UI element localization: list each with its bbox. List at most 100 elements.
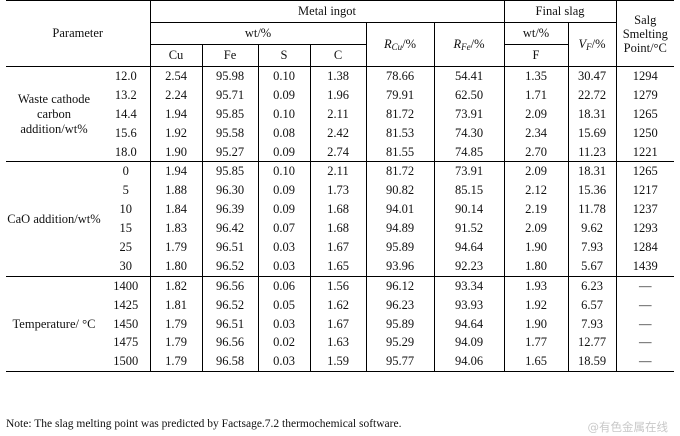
row-parameter-value: 5 bbox=[122, 183, 129, 198]
cell-melting-point: — bbox=[615, 275, 675, 296]
v-unit: /% bbox=[591, 37, 606, 51]
table-row: 10 1.84 96.39 0.09 1.68 94.01 90.14 2.19 11.78 12… bbox=[6, 200, 675, 220]
cell-v-f: 11.78 bbox=[567, 200, 617, 220]
cell-s: 0.03 bbox=[257, 314, 311, 334]
cell-cu: 1.88 bbox=[149, 181, 203, 201]
cell-fe: 95.27 bbox=[201, 142, 259, 162]
cell-v-f: 18.31 bbox=[567, 104, 617, 124]
table-row: 1450 1.79 96.51 0.03 1.67 95.89 94.64 1.90 7.93— bbox=[6, 314, 675, 334]
cell-s: 0.09 bbox=[257, 142, 311, 162]
cell-c: 2.11 bbox=[309, 104, 367, 124]
cell-r-fe: 93.93 bbox=[433, 295, 505, 315]
cell-r-cu: 81.53 bbox=[365, 123, 435, 143]
row-parameter-value: 18.0 bbox=[114, 144, 137, 159]
cell-c: 1.96 bbox=[309, 85, 367, 105]
cell-v-f: 15.36 bbox=[567, 181, 617, 201]
cell-f: 2.34 bbox=[503, 123, 569, 143]
group-label: Temperature/ °C bbox=[6, 275, 102, 373]
table-note: Note: The slag melting point was predict… bbox=[6, 418, 402, 430]
cell-r-cu: 90.82 bbox=[365, 181, 435, 201]
cell-r-cu: 81.72 bbox=[365, 104, 435, 124]
cell-f: 2.12 bbox=[503, 181, 569, 201]
header-col-f: F bbox=[503, 44, 569, 67]
row-parameter-value: 15 bbox=[119, 221, 133, 236]
cell-fe: 96.30 bbox=[201, 181, 259, 201]
table-row: Temperature/ °C 1400 1.82 96.56 0.06 1.56 96.1… bbox=[6, 275, 675, 373]
cell-c: 1.67 bbox=[309, 314, 367, 334]
header-col-fe: Fe bbox=[201, 44, 259, 67]
table-row: 5 1.88 96.30 0.09 1.73 90.82 85.15 2.12 15.36 121… bbox=[6, 181, 675, 201]
row-parameter-value: 25 bbox=[119, 239, 133, 254]
cell-r-cu: 95.77 bbox=[365, 352, 435, 373]
cell-s: 0.06 bbox=[257, 275, 311, 296]
row-parameter-value: 14.4 bbox=[114, 106, 137, 121]
header-metal-ingot: Metal ingot bbox=[149, 0, 505, 23]
row-parameter-value: 1425 bbox=[113, 297, 139, 312]
row-parameter-value: 10 bbox=[119, 202, 133, 217]
table-row: 30 1.80 96.52 0.03 1.65 93.96 92.23 1.80 5.67 143… bbox=[6, 256, 675, 277]
cell-cu: 1.84 bbox=[149, 200, 203, 220]
cell-s: 0.02 bbox=[257, 333, 311, 353]
cell-melting-point: — bbox=[615, 314, 675, 334]
r-cu-sub: Cu bbox=[391, 42, 403, 52]
cell-s: 0.07 bbox=[257, 219, 311, 239]
cell-c: 1.73 bbox=[309, 181, 367, 201]
table-row: 1475 1.79 96.56 0.02 1.63 95.29 94.09 1.77 12.77… bbox=[6, 333, 675, 353]
cell-s: 0.03 bbox=[257, 256, 311, 277]
cell-cu: 1.79 bbox=[149, 238, 203, 257]
cell-f: 1.90 bbox=[503, 238, 569, 257]
cell-r-cu: 93.96 bbox=[365, 256, 435, 277]
cell-v-f: 6.23 bbox=[567, 275, 617, 296]
results-table-container: Parameter Metal ingot Final slag Salg Sm… bbox=[6, 0, 675, 373]
cell-c: 2.42 bbox=[309, 123, 367, 143]
cell-melting-point: 1265 bbox=[615, 104, 675, 124]
cell-r-fe: 74.30 bbox=[433, 123, 505, 143]
cell-f: 1.80 bbox=[503, 256, 569, 277]
row-parameter-value: 1500 bbox=[102, 352, 151, 373]
cell-r-cu: 95.89 bbox=[365, 238, 435, 257]
cell-cu: 1.81 bbox=[149, 295, 203, 315]
cell-v-f: 6.57 bbox=[567, 295, 617, 315]
header-col-cu: Cu bbox=[149, 44, 203, 67]
cell-s: 0.10 bbox=[257, 161, 311, 182]
cell-v-f: 7.93 bbox=[567, 238, 617, 257]
row-parameter-value: 1475 bbox=[113, 335, 139, 350]
row-parameter-value: 12.0 bbox=[102, 65, 151, 86]
cell-melting-point: 1279 bbox=[615, 85, 675, 105]
cell-s: 0.08 bbox=[257, 123, 311, 143]
cell-v-f: 7.93 bbox=[567, 314, 617, 334]
group-label: CaO addition/wt% bbox=[6, 161, 102, 277]
cell-r-fe: 92.23 bbox=[433, 256, 505, 277]
header-v-f: VF/% bbox=[567, 22, 617, 67]
cell-c: 2.74 bbox=[309, 142, 367, 162]
cell-r-fe: 94.06 bbox=[433, 352, 505, 373]
cell-melting-point: 1439 bbox=[615, 256, 675, 277]
cell-c: 1.68 bbox=[309, 200, 367, 220]
cell-fe: 96.52 bbox=[201, 295, 259, 315]
cell-v-f: 18.31 bbox=[567, 161, 617, 182]
cell-fe: 95.85 bbox=[201, 161, 259, 182]
cell-f: 1.35 bbox=[503, 65, 569, 86]
row-parameter-value: 0 bbox=[102, 161, 151, 182]
results-table-body: Waste cathode carbon addition/wt% 12.0 2.5… bbox=[6, 65, 675, 373]
cell-fe: 95.85 bbox=[201, 104, 259, 124]
cell-c: 1.59 bbox=[309, 352, 367, 373]
r-cu-symbol: R bbox=[383, 37, 392, 51]
cell-cu: 1.79 bbox=[149, 352, 203, 373]
header-r-fe: RFe/% bbox=[433, 22, 505, 67]
results-table: Parameter Metal ingot Final slag Salg Sm… bbox=[6, 0, 675, 373]
cell-r-cu: 95.29 bbox=[365, 333, 435, 353]
header-parameter: Parameter bbox=[6, 0, 151, 67]
cell-r-cu: 78.66 bbox=[365, 65, 435, 86]
cell-r-fe: 94.64 bbox=[433, 314, 505, 334]
cell-r-fe: 73.91 bbox=[433, 104, 505, 124]
header-r-cu: RCu/% bbox=[365, 22, 435, 67]
cell-s: 0.03 bbox=[257, 238, 311, 257]
cell-melting-point: 1217 bbox=[615, 181, 675, 201]
cell-cu: 1.79 bbox=[149, 314, 203, 334]
cell-r-fe: 54.41 bbox=[433, 65, 505, 86]
cell-r-cu: 95.89 bbox=[365, 314, 435, 334]
cell-c: 1.38 bbox=[309, 65, 367, 86]
cell-fe: 96.39 bbox=[201, 200, 259, 220]
cell-melting-point: 1265 bbox=[615, 161, 675, 182]
